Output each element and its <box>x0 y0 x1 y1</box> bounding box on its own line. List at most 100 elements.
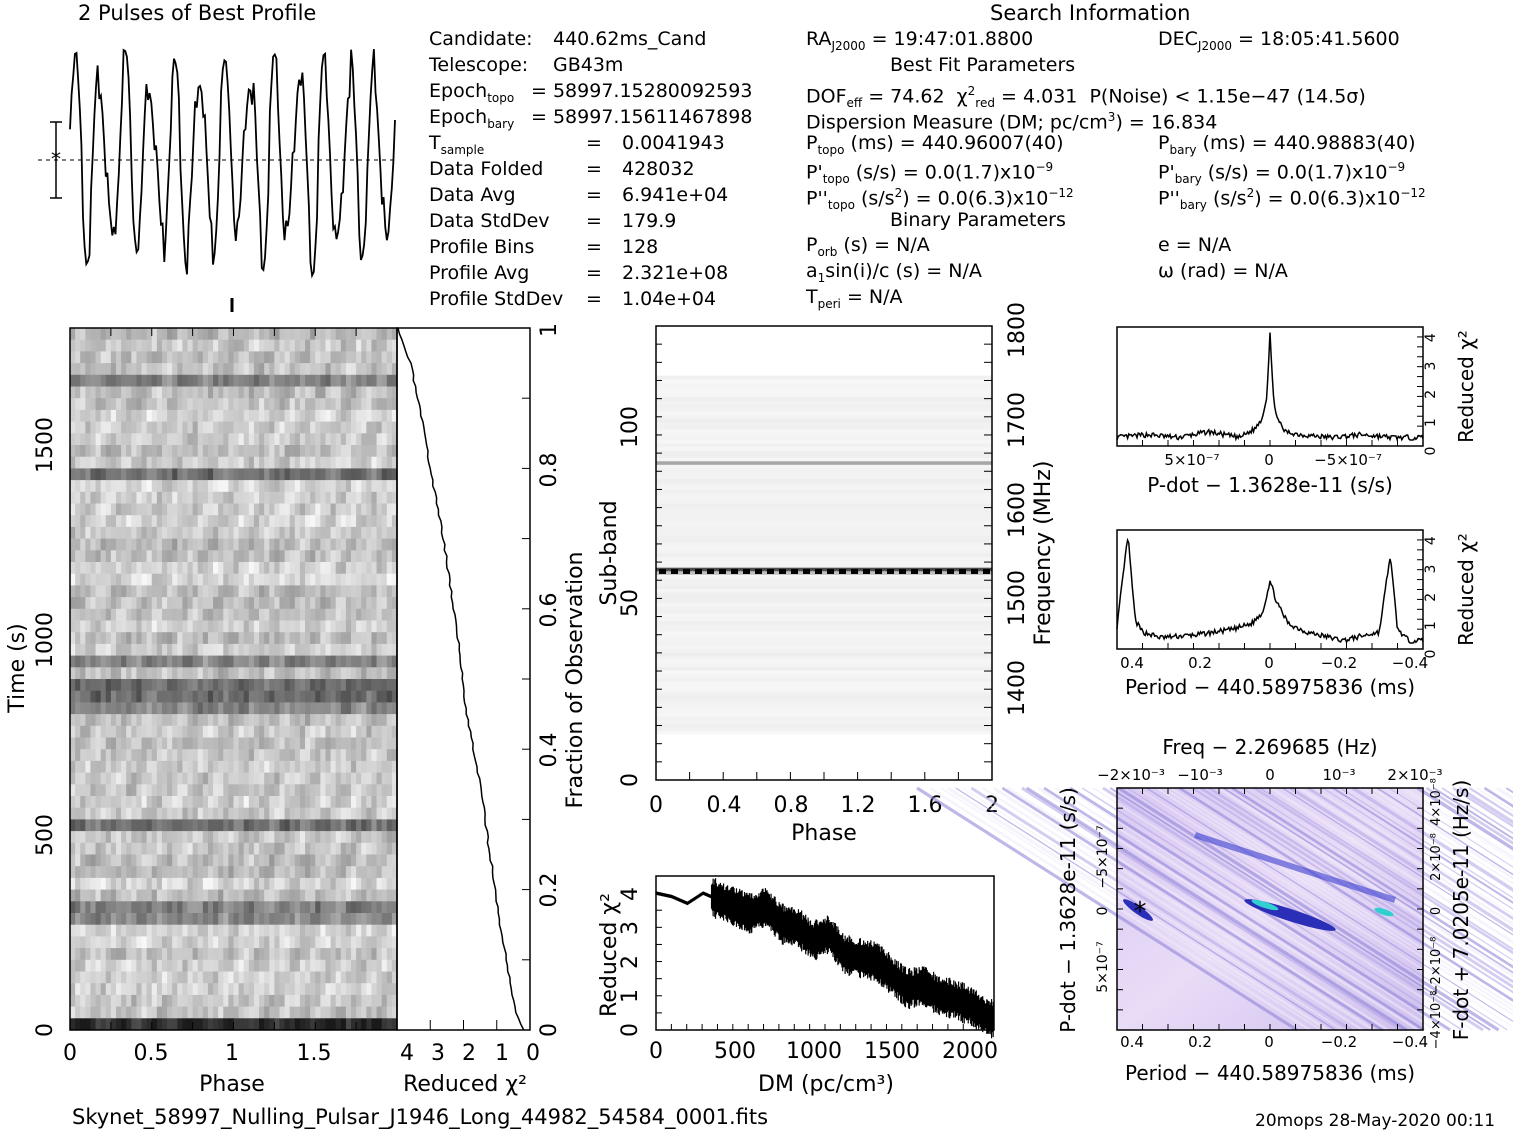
time-phase-cell <box>253 807 260 820</box>
time-phase-cell <box>233 877 240 891</box>
candidate-info-value: = 58997.15280092593 <box>531 80 753 102</box>
time-phase-cell <box>85 667 91 680</box>
time-phase-cell <box>197 573 204 586</box>
time-phase-cell <box>100 339 107 352</box>
time-phase-cell <box>356 398 362 411</box>
time-phase-cell <box>151 690 158 703</box>
time-phase-cell <box>115 889 122 902</box>
dm-x-tick-label: 500 <box>714 1039 756 1064</box>
time-phase-cell <box>207 831 214 844</box>
time-phase-cell <box>269 959 275 972</box>
time-phase-x-tick-label: 1 <box>225 1041 239 1066</box>
time-phase-cell <box>294 468 301 481</box>
pdot-panel-y-tick-label: 0 <box>1423 447 1439 456</box>
time-phase-cell <box>279 351 286 364</box>
time-phase-cell <box>213 445 219 458</box>
time-phase-cell <box>131 889 137 902</box>
time-phase-cell <box>182 632 189 645</box>
time-phase-cell <box>223 398 229 411</box>
time-phase-cell <box>187 889 194 902</box>
time-phase-cell <box>110 749 117 762</box>
a1-line: a1sin(i)/c (s) = N/A <box>806 260 982 285</box>
time-phase-cell <box>391 760 398 774</box>
time-phase-cell <box>218 339 224 352</box>
time-phase-cell <box>361 1018 367 1031</box>
time-phase-cell <box>269 994 275 1008</box>
time-phase-cell <box>136 409 143 423</box>
time-phase-cell <box>182 608 189 621</box>
time-phase-cell <box>197 468 204 481</box>
time-phase-cell <box>274 1006 280 1019</box>
time-phase-cell <box>202 994 209 1008</box>
time-phase-cell <box>284 363 291 376</box>
time-phase-cell <box>167 948 173 961</box>
time-phase-cell <box>85 725 91 738</box>
time-phase-cell <box>238 468 245 481</box>
time-phase-cell <box>136 679 143 692</box>
time-phase-cell <box>228 526 234 540</box>
time-phase-cell <box>207 983 214 996</box>
time-phase-cell <box>325 994 332 1008</box>
time-phase-cell <box>197 456 204 469</box>
time-phase-cell <box>335 994 342 1008</box>
time-phase-cell <box>264 445 270 458</box>
time-phase-cell <box>223 948 229 961</box>
time-phase-cell <box>151 620 158 633</box>
subband-row <box>656 482 992 487</box>
time-phase-cell <box>75 573 81 586</box>
time-phase-cell <box>228 690 234 703</box>
time-phase-cell <box>279 374 286 387</box>
time-phase-cell <box>340 772 347 785</box>
time-phase-cell <box>299 363 306 376</box>
time-phase-cell <box>202 328 209 341</box>
time-phase-cell <box>95 760 102 774</box>
time-phase-cell <box>197 421 204 434</box>
time-phase-cell <box>141 994 148 1008</box>
time-phase-cell <box>269 433 275 446</box>
time-phase-cell <box>121 550 127 563</box>
time-phase-cell <box>351 924 357 937</box>
time-phase-cell <box>284 725 291 738</box>
time-phase-cell <box>115 433 122 446</box>
time-phase-cell <box>284 433 291 446</box>
time-phase-cell <box>156 550 163 563</box>
time-phase-cell <box>305 866 311 879</box>
time-phase-cell <box>192 702 199 715</box>
time-phase-cell <box>80 480 86 493</box>
time-phase-cell <box>126 889 132 902</box>
time-phase-cell <box>366 328 372 341</box>
time-phase-cell <box>279 1018 286 1031</box>
time-phase-cell <box>75 632 81 645</box>
time-phase-cell <box>228 503 234 516</box>
time-phase-cell <box>274 608 280 621</box>
time-phase-cell <box>356 597 362 610</box>
time-phase-cell <box>151 948 158 961</box>
time-phase-cell <box>289 1018 296 1031</box>
time-phase-cell <box>310 924 316 937</box>
time-phase-cell <box>182 538 189 551</box>
time-phase-cell <box>136 959 143 972</box>
time-phase-cell <box>269 889 275 902</box>
subband-row <box>656 673 992 678</box>
pp-stripe <box>1362 787 1513 885</box>
time-phase-cell <box>335 749 342 762</box>
time-phase-cell <box>151 445 158 458</box>
time-phase-cell <box>371 831 378 844</box>
time-phase-cell <box>325 737 332 750</box>
time-phase-cell <box>156 854 163 867</box>
time-phase-cell <box>85 690 91 703</box>
subband-row <box>656 623 992 628</box>
time-phase-cell <box>167 772 173 785</box>
time-phase-cell <box>340 842 347 855</box>
time-phase-cell <box>335 1018 342 1031</box>
time-phase-cell <box>274 819 280 832</box>
time-phase-cell <box>310 409 316 423</box>
time-phase-cell <box>167 866 173 879</box>
time-phase-cell <box>233 585 240 598</box>
time-phase-cell <box>361 948 367 961</box>
time-phase-cell <box>305 526 311 540</box>
time-phase-cell <box>386 772 393 785</box>
time-phase-cell <box>289 971 296 984</box>
time-phase-cell <box>218 679 224 692</box>
time-phase-cell <box>141 714 148 727</box>
